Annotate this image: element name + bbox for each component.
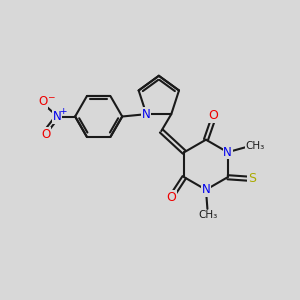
Text: O: O	[208, 109, 218, 122]
Text: N: N	[223, 146, 232, 159]
Text: O: O	[167, 191, 176, 204]
Text: CH₃: CH₃	[198, 210, 218, 220]
Text: +: +	[59, 107, 66, 116]
Text: N: N	[142, 108, 151, 121]
Text: N: N	[53, 110, 62, 123]
Text: O: O	[38, 95, 47, 108]
Text: O: O	[41, 128, 50, 141]
Text: CH₃: CH₃	[245, 141, 265, 151]
Text: S: S	[248, 172, 256, 185]
Text: N: N	[202, 183, 210, 196]
Text: −: −	[46, 93, 54, 102]
